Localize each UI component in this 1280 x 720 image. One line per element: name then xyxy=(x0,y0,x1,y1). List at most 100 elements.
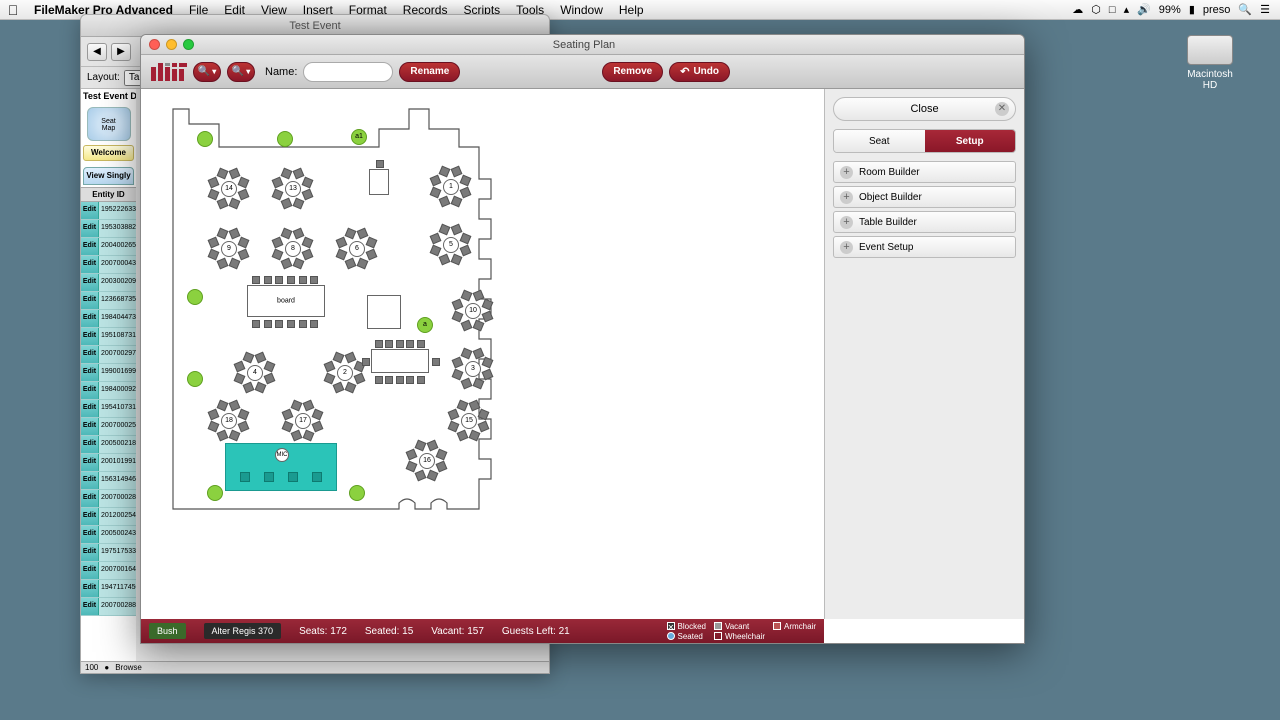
green-marker[interactable] xyxy=(207,485,223,501)
seat[interactable] xyxy=(216,400,228,412)
edit-button[interactable]: Edit xyxy=(81,310,99,327)
seat[interactable] xyxy=(293,197,305,209)
seat[interactable] xyxy=(311,408,323,420)
seat[interactable] xyxy=(344,228,356,240)
entity-row[interactable]: Edit1984044732 xyxy=(81,310,136,328)
green-marker[interactable]: a xyxy=(417,317,433,333)
close-panel-button[interactable]: Close ✕ xyxy=(833,97,1016,121)
seat[interactable] xyxy=(473,319,485,331)
seat[interactable] xyxy=(301,236,313,248)
round-table-5[interactable]: 5 xyxy=(429,223,473,267)
seat[interactable] xyxy=(216,228,228,240)
seat[interactable] xyxy=(229,400,241,412)
round-table-6[interactable]: 6 xyxy=(335,227,379,271)
seat[interactable] xyxy=(216,429,228,441)
edit-button[interactable]: Edit xyxy=(81,598,99,615)
round-table-16[interactable]: 16 xyxy=(405,439,449,483)
zoom-window-button[interactable] xyxy=(183,39,194,50)
close-window-button[interactable] xyxy=(149,39,160,50)
green-marker[interactable] xyxy=(349,485,365,501)
seat[interactable] xyxy=(242,352,254,364)
entity-row[interactable]: Edit2007002971 xyxy=(81,346,136,364)
main-titlebar[interactable]: Seating Plan xyxy=(141,35,1024,55)
edit-button[interactable]: Edit xyxy=(81,220,99,237)
seat[interactable] xyxy=(469,400,481,412)
seat[interactable] xyxy=(460,348,472,360)
round-table-4[interactable]: 4 xyxy=(233,351,277,395)
edit-button[interactable]: Edit xyxy=(81,202,99,219)
floorplan-canvas[interactable]: a1a1413198651042318171516boardMIC xyxy=(141,89,824,619)
name-input[interactable] xyxy=(303,62,393,82)
seat[interactable] xyxy=(481,369,493,381)
seat[interactable] xyxy=(301,189,313,201)
round-table-3[interactable]: 3 xyxy=(451,347,495,391)
seat[interactable] xyxy=(477,421,489,433)
round-table-13[interactable]: 13 xyxy=(271,167,315,211)
seat[interactable] xyxy=(459,187,471,199)
entity-row[interactable]: Edit1984000922 xyxy=(81,382,136,400)
edit-button[interactable]: Edit xyxy=(81,346,99,363)
seat[interactable] xyxy=(216,257,228,269)
seat[interactable] xyxy=(459,232,471,244)
spotlight-icon[interactable]: 🔍 xyxy=(1238,3,1252,16)
accordion-room-builder[interactable]: +Room Builder xyxy=(833,161,1016,183)
seat[interactable] xyxy=(290,429,302,441)
wifi-icon[interactable]: ▴ xyxy=(1124,3,1130,16)
seat[interactable] xyxy=(473,377,485,389)
edit-button[interactable]: Edit xyxy=(81,364,99,381)
seat[interactable] xyxy=(280,257,292,269)
seat[interactable] xyxy=(303,400,315,412)
edit-button[interactable]: Edit xyxy=(81,238,99,255)
seat[interactable] xyxy=(481,311,493,323)
seat[interactable] xyxy=(208,249,220,261)
setup-tab[interactable]: Setup xyxy=(925,130,1016,152)
edit-button[interactable]: Edit xyxy=(81,382,99,399)
seat[interactable] xyxy=(234,373,246,385)
entity-row[interactable]: Edit2005002436 xyxy=(81,526,136,544)
seat[interactable] xyxy=(324,373,336,385)
seat[interactable] xyxy=(438,224,450,236)
seat[interactable] xyxy=(452,298,464,310)
edit-button[interactable]: Edit xyxy=(81,472,99,489)
seat-tab[interactable]: Seat xyxy=(834,130,925,152)
round-table-8[interactable]: 8 xyxy=(271,227,315,271)
entity-row[interactable]: Edit1952226338 xyxy=(81,202,136,220)
seat[interactable] xyxy=(216,168,228,180)
entity-row[interactable]: Edit2007000283 xyxy=(81,490,136,508)
entity-row[interactable]: Edit1951087318 xyxy=(81,328,136,346)
seat[interactable] xyxy=(208,408,220,420)
round-table-17[interactable]: 17 xyxy=(281,399,325,443)
edit-button[interactable]: Edit xyxy=(81,292,99,309)
seat[interactable] xyxy=(357,228,369,240)
edit-button[interactable]: Edit xyxy=(81,328,99,345)
seat[interactable] xyxy=(460,319,472,331)
accordion-object-builder[interactable]: +Object Builder xyxy=(833,186,1016,208)
seat-map-button[interactable]: SeatMap xyxy=(87,107,131,141)
seat[interactable] xyxy=(451,253,463,265)
edit-button[interactable]: Edit xyxy=(81,454,99,471)
seat[interactable] xyxy=(208,421,220,433)
edit-button[interactable]: Edit xyxy=(81,400,99,417)
round-table-9[interactable]: 9 xyxy=(207,227,251,271)
nav-fwd-button[interactable]: ▶ xyxy=(111,43,131,61)
search-plus-button[interactable]: 🔍▾ xyxy=(227,62,255,82)
seat[interactable] xyxy=(208,189,220,201)
seat[interactable] xyxy=(456,429,468,441)
seat[interactable] xyxy=(460,377,472,389)
seat[interactable] xyxy=(301,176,313,188)
display-icon[interactable]: □ xyxy=(1109,4,1116,16)
nav-back-button[interactable]: ◀ xyxy=(87,43,107,61)
status-chip[interactable]: Alter Regis 370 xyxy=(204,623,282,639)
seat[interactable] xyxy=(456,400,468,412)
volume-icon[interactable]: 🔊 xyxy=(1137,3,1151,16)
seat[interactable] xyxy=(344,257,356,269)
search-minus-button[interactable]: 🔍▾ xyxy=(193,62,221,82)
seat[interactable] xyxy=(255,381,267,393)
entity-row[interactable]: Edit2007001641 xyxy=(81,562,136,580)
seat[interactable] xyxy=(481,356,493,368)
seat[interactable] xyxy=(336,249,348,261)
entity-row[interactable]: Edit1563149467 xyxy=(81,472,136,490)
green-marker[interactable] xyxy=(277,131,293,147)
accordion-event-setup[interactable]: +Event Setup xyxy=(833,236,1016,258)
entity-row[interactable]: Edit1947117450 xyxy=(81,580,136,598)
